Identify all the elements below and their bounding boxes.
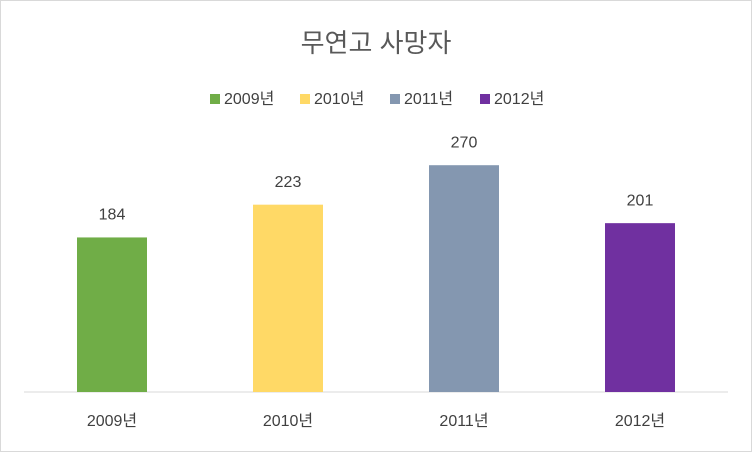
legend-swatch: [210, 94, 220, 104]
legend-label: 2009년: [224, 90, 274, 108]
value-label: 223: [275, 174, 302, 191]
bar: [77, 237, 147, 392]
chart-title: 무연고 사망자: [301, 28, 452, 58]
legend-swatch: [480, 94, 490, 104]
value-label: 270: [451, 134, 478, 151]
bar: [429, 165, 499, 392]
x-tick-label: 2012년: [615, 412, 665, 430]
bar: [253, 204, 323, 392]
x-tick-label: 2011년: [439, 412, 488, 430]
legend-swatch: [300, 94, 310, 104]
legend-label: 2011년: [404, 90, 453, 108]
legend-label: 2010년: [314, 90, 364, 108]
value-label: 184: [99, 207, 126, 224]
value-label: 201: [627, 192, 654, 209]
legend-swatch: [390, 94, 400, 104]
bar: [605, 223, 675, 392]
x-tick-label: 2010년: [263, 412, 313, 430]
x-tick-label: 2009년: [87, 412, 137, 430]
legend-label: 2012년: [494, 90, 544, 108]
